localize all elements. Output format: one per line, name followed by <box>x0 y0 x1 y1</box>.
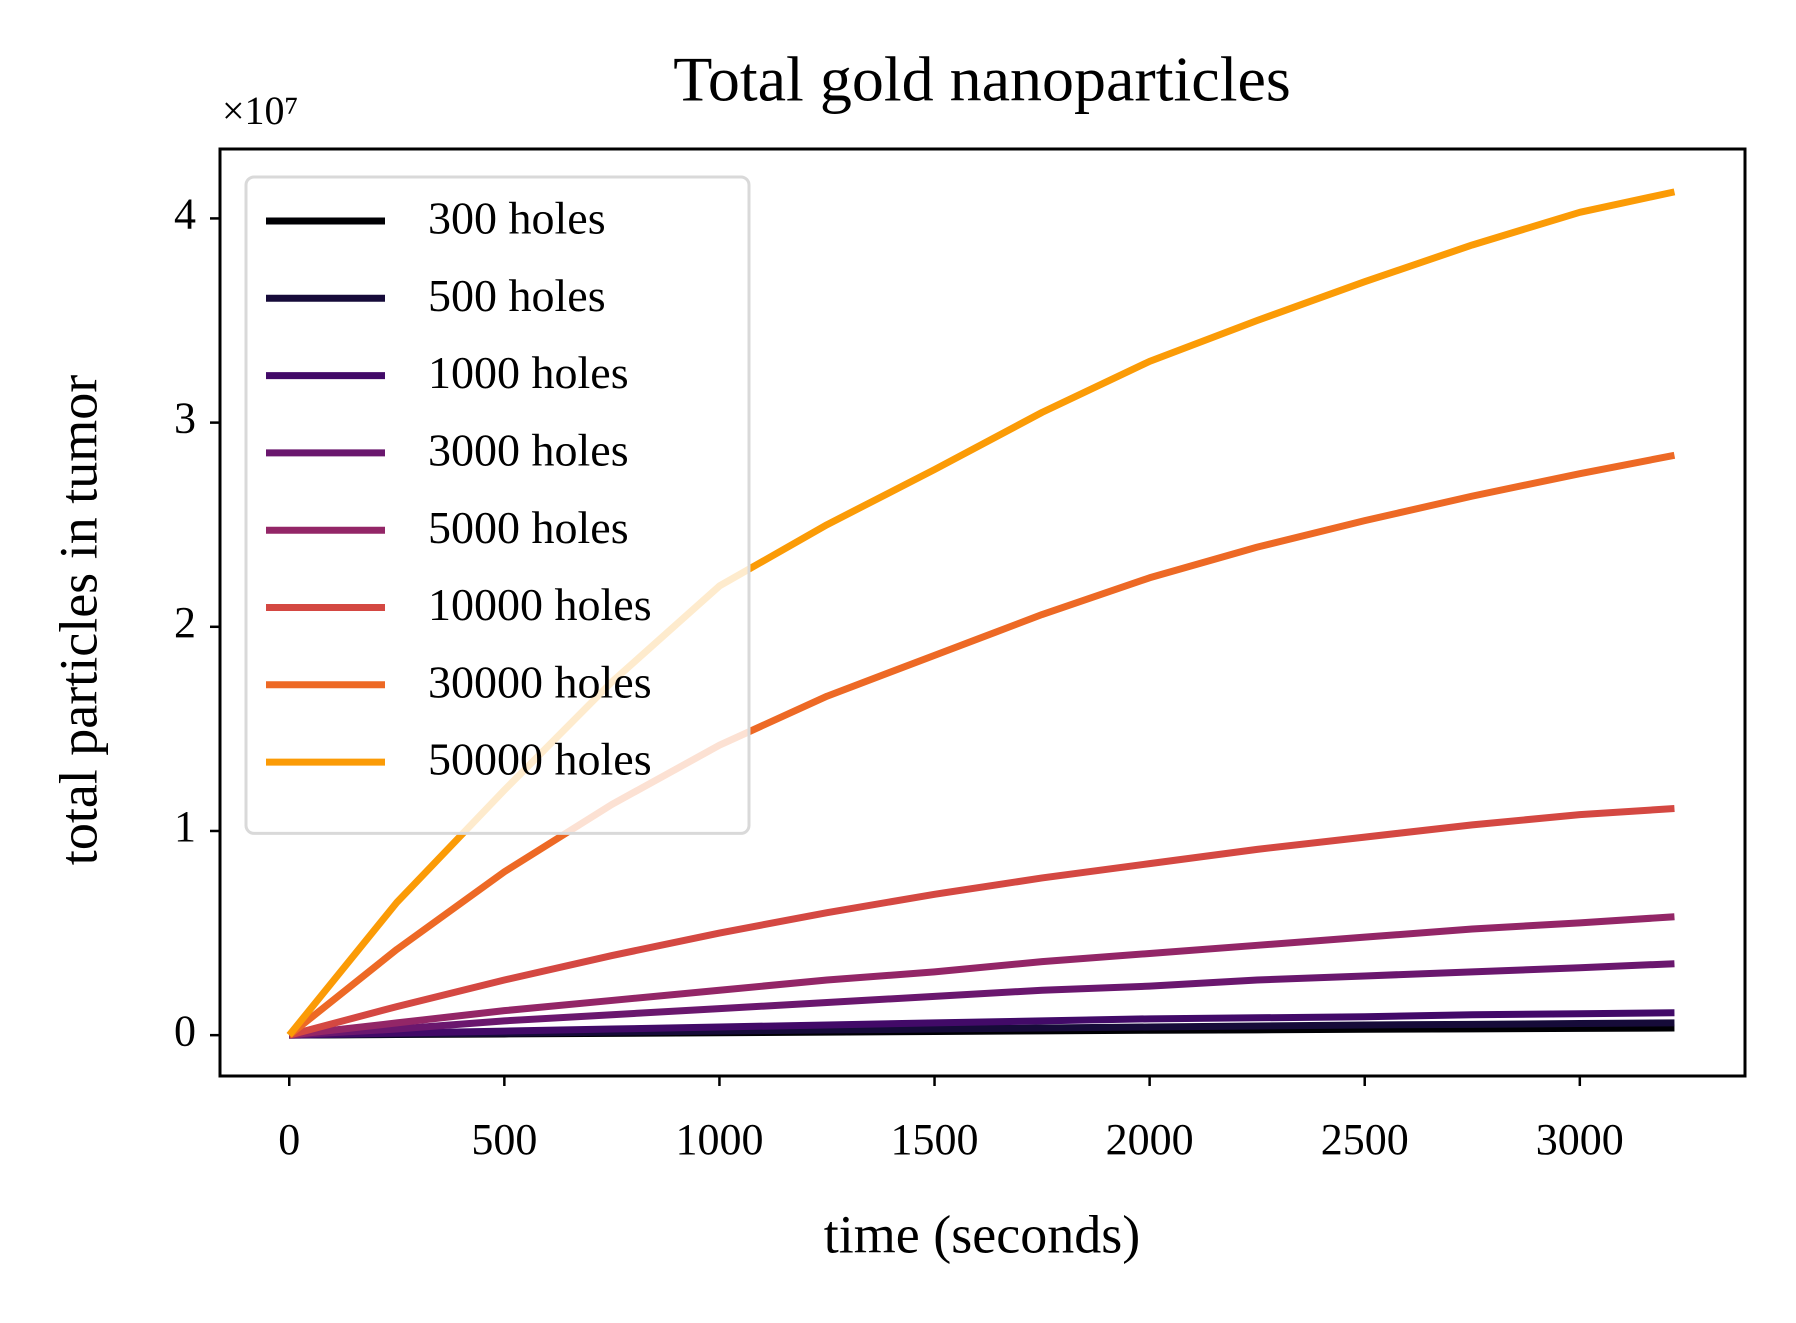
series-line <box>288 913 1675 1039</box>
y-tick-label: 4 <box>174 190 196 239</box>
legend-box <box>244 175 751 835</box>
series-line <box>288 805 1675 1039</box>
series-line <box>289 1009 1675 1039</box>
y-offset-label: ×10⁷ <box>222 88 299 133</box>
y-axis-label: total particles in tumor <box>48 375 108 865</box>
plot-frame <box>218 147 1747 1078</box>
x-tick-label: 1000 <box>675 1115 763 1164</box>
legend-label: 50000 holes <box>428 734 652 785</box>
x-tick-label: 3000 <box>1536 1115 1624 1164</box>
legend-label: 30000 holes <box>428 656 652 707</box>
series-line <box>287 451 1676 1038</box>
x-tick-label: 0 <box>278 1115 300 1164</box>
legend: 300 holes 500 holes 1000 holes 3000 holes 50… <box>244 175 751 835</box>
x-tick-label: 2500 <box>1321 1115 1409 1164</box>
chart-title: Total gold nanoparticles <box>673 44 1291 115</box>
legend-label: 300 holes <box>428 193 606 244</box>
legend-label: 500 holes <box>428 270 606 321</box>
y-tick-label: 2 <box>174 598 196 647</box>
x-tick-label: 500 <box>471 1115 537 1164</box>
legend-label: 10000 holes <box>428 579 652 630</box>
x-tick-label: 1500 <box>891 1115 979 1164</box>
legend-label: 1000 holes <box>428 347 629 398</box>
y-tick-label: 1 <box>174 802 196 851</box>
legend-label: 5000 holes <box>428 502 629 553</box>
series-line <box>289 960 1675 1039</box>
legend-label: 3000 holes <box>428 424 629 475</box>
x-axis-label: time (seconds) <box>824 1204 1140 1264</box>
x-tick-label: 2000 <box>1106 1115 1194 1164</box>
y-tick-label: 3 <box>174 394 196 443</box>
y-tick-label: 0 <box>174 1006 196 1055</box>
